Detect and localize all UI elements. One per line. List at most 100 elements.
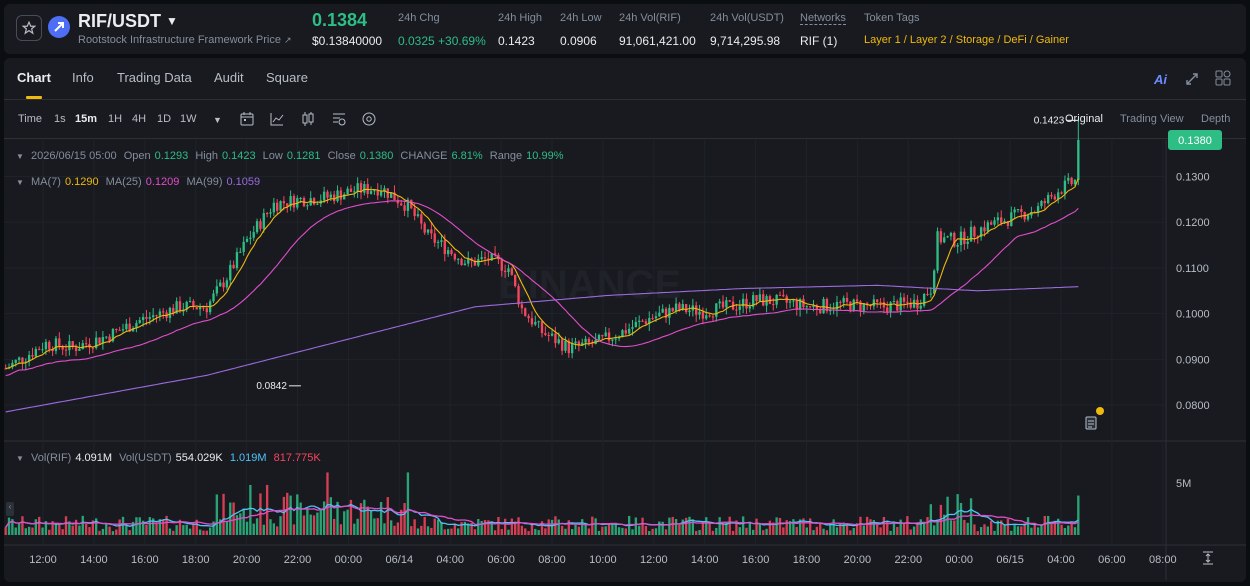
expand-icon[interactable] xyxy=(1184,71,1200,87)
candle-body xyxy=(865,303,869,305)
token-tag[interactable]: Layer 1 / Layer 2 xyxy=(864,34,947,46)
interval-15m[interactable]: 15m xyxy=(75,113,98,125)
candle-body xyxy=(1013,209,1016,213)
candle-body xyxy=(195,306,198,310)
tab-square[interactable]: Square xyxy=(266,70,308,85)
candle-body xyxy=(1073,179,1077,185)
candle-body xyxy=(926,293,929,295)
interval-4h[interactable]: 4H xyxy=(132,113,147,125)
candle-body xyxy=(477,259,480,266)
view-original[interactable]: Original xyxy=(1065,113,1103,125)
token-tag[interactable]: Gainer xyxy=(1035,34,1069,46)
volume-bar xyxy=(795,526,798,535)
candle-body xyxy=(356,183,359,192)
candle-body xyxy=(141,316,145,321)
candle-body xyxy=(440,240,443,242)
tab-audit[interactable]: Audit xyxy=(214,70,244,85)
notes-icon[interactable] xyxy=(1083,415,1099,431)
volume-bar xyxy=(359,503,363,535)
volume-info-line: ▼ Vol(RIF) 4.091M Vol(USDT) 554.029K 1.019… xyxy=(16,452,321,464)
volume-bar xyxy=(151,518,155,535)
candle-body xyxy=(252,232,255,238)
ma99-value: 0.1059 xyxy=(226,176,261,188)
volume-bar xyxy=(346,509,349,535)
volume-bar xyxy=(544,528,547,535)
interval-1h[interactable]: 1H xyxy=(108,113,123,125)
candle-body xyxy=(624,330,627,334)
candle-body xyxy=(919,305,922,309)
volume-bar xyxy=(721,522,725,535)
volume-bar xyxy=(349,499,353,535)
axis-resize-icon[interactable] xyxy=(1200,550,1216,566)
volume-bar xyxy=(309,514,312,535)
tab-trading-data[interactable]: Trading Data xyxy=(117,70,192,85)
favorite-star-button[interactable] xyxy=(16,15,42,41)
interval-1w[interactable]: 1W xyxy=(180,113,197,125)
volume-bar xyxy=(457,528,460,535)
candle-body xyxy=(346,188,349,195)
interval-more-caret-icon[interactable]: ▼ xyxy=(213,115,222,125)
volume-bar xyxy=(61,529,64,535)
candle-body xyxy=(463,263,467,266)
view-depth[interactable]: Depth xyxy=(1201,113,1231,125)
volume-bar xyxy=(906,516,909,535)
volume-bar xyxy=(755,518,758,535)
interval-1s[interactable]: 1s xyxy=(54,113,66,125)
volume-bar xyxy=(819,523,822,535)
interval-1d[interactable]: 1D xyxy=(157,113,172,125)
indicator-icon[interactable] xyxy=(269,111,285,127)
volume-bar xyxy=(208,527,212,535)
current-price-tag-label: 0.1380 xyxy=(1178,135,1212,147)
tab-info[interactable]: Info xyxy=(72,70,94,85)
pair-selector-caret-icon[interactable]: ▼ xyxy=(166,14,178,28)
volume-bar xyxy=(752,529,755,535)
coin-full-name[interactable]: Rootstock Infrastructure Framework Price… xyxy=(78,34,292,46)
candle-body xyxy=(245,238,249,242)
volume-bar xyxy=(433,518,436,535)
volume-bar xyxy=(141,520,145,535)
volume-bar xyxy=(537,530,540,535)
pair-symbol[interactable]: RIF/USDT xyxy=(78,11,161,31)
scroll-left-handle[interactable]: ‹ xyxy=(6,502,14,516)
layout-grid-icon[interactable] xyxy=(1215,70,1231,86)
volume-bar xyxy=(483,520,487,535)
candle-body xyxy=(530,318,534,325)
calendar-icon[interactable] xyxy=(239,111,255,127)
volume-bar xyxy=(473,529,477,535)
volume-bar xyxy=(514,521,517,535)
candle-body xyxy=(473,260,477,266)
candle-body xyxy=(48,341,51,350)
volume-bar xyxy=(91,520,95,535)
volume-bar xyxy=(725,522,728,535)
view-trading-view[interactable]: Trading View xyxy=(1120,113,1184,125)
volume-bar xyxy=(983,524,986,535)
candle-body xyxy=(554,333,557,344)
volume-bar xyxy=(698,530,701,535)
candle-body xyxy=(514,274,517,287)
candle-body xyxy=(969,226,973,242)
volume-bar xyxy=(145,524,148,535)
candle-body xyxy=(376,190,379,196)
candle-style-icon[interactable] xyxy=(300,111,316,127)
candle-body xyxy=(567,340,570,354)
token-tag[interactable]: Storage xyxy=(955,34,995,46)
ai-button[interactable]: Ai xyxy=(1154,72,1167,87)
candle-body xyxy=(661,308,664,313)
tab-chart[interactable]: Chart xyxy=(17,70,51,85)
candle-body xyxy=(1067,177,1070,181)
token-tag[interactable]: DeFi xyxy=(1003,34,1027,46)
tab-active-indicator xyxy=(26,96,42,99)
candle-body xyxy=(822,298,825,314)
volume-bar xyxy=(1077,495,1080,535)
networks-value[interactable]: RIF (1) xyxy=(800,34,838,48)
time-label[interactable]: Time xyxy=(18,113,43,125)
candle-body xyxy=(31,354,34,357)
gear-icon[interactable] xyxy=(361,111,377,127)
volume-bar xyxy=(989,520,993,535)
chart-settings-icon[interactable] xyxy=(331,111,347,127)
volume-bar xyxy=(922,522,926,535)
volume-bar xyxy=(276,526,279,535)
candle-body xyxy=(939,231,943,243)
candle-body xyxy=(721,301,725,308)
